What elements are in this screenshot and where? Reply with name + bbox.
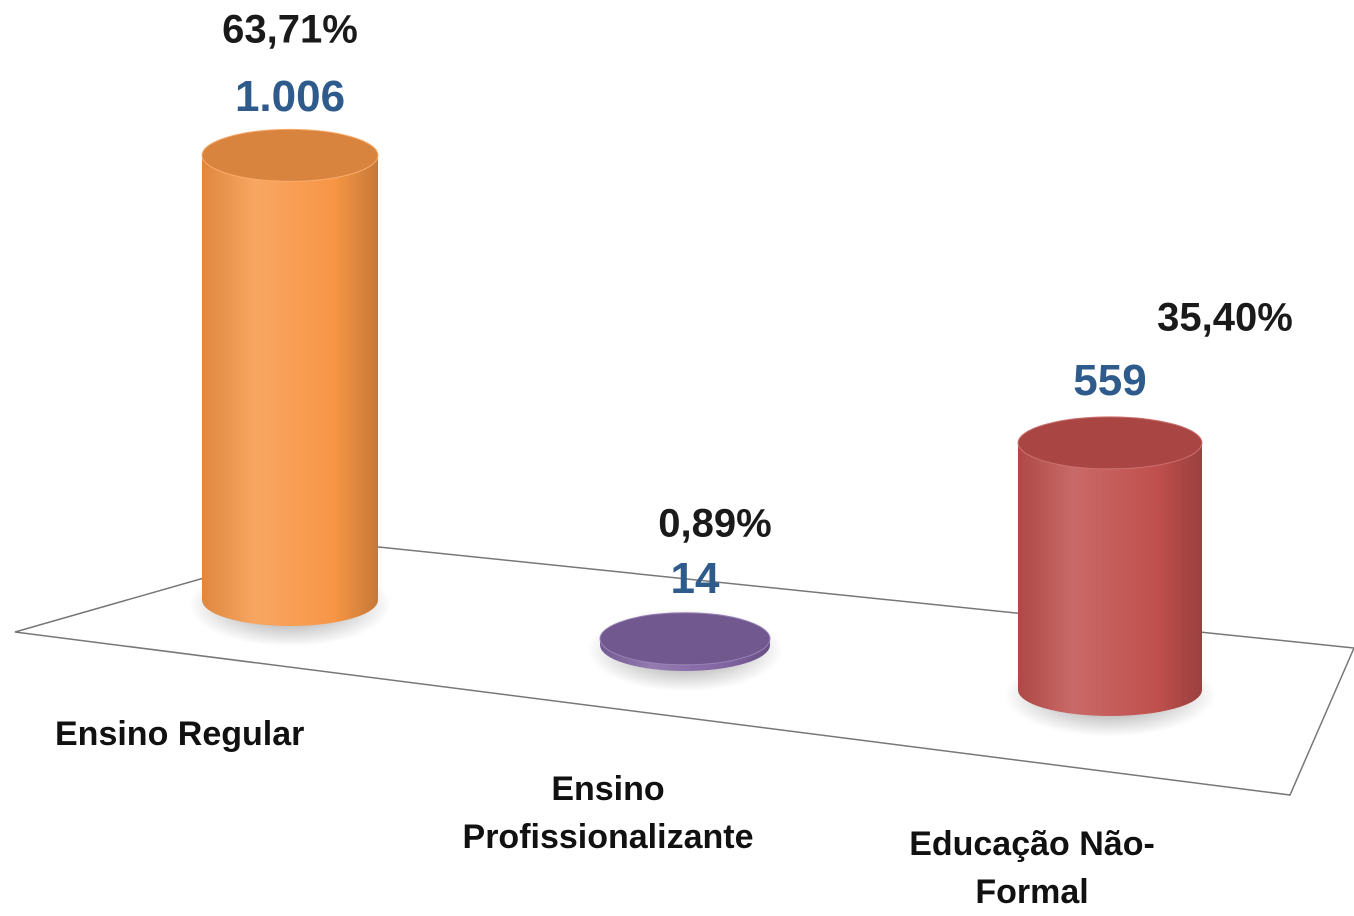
category-label: Educação Não-Formal — [882, 820, 1182, 916]
value-label: 559 — [1073, 356, 1146, 406]
share-label: 0,89% — [658, 501, 771, 546]
bar — [202, 129, 378, 626]
share-label: 63,71% — [222, 8, 358, 53]
value-label: 1.006 — [235, 72, 345, 122]
bar-body — [202, 155, 378, 626]
bar-body — [1018, 443, 1202, 716]
value-label: 14 — [671, 554, 720, 604]
bar-top — [202, 129, 378, 181]
bar-top — [1018, 417, 1202, 469]
bar-top — [600, 613, 770, 665]
page: {"chart_data": {"type": "cylinder-bar", … — [0, 0, 1354, 909]
bar — [1018, 417, 1202, 716]
bar — [600, 613, 770, 671]
share-label: 35,40% — [1157, 295, 1293, 340]
category-label: Ensino Profissionalizante — [458, 765, 758, 861]
category-label: Ensino Regular — [55, 710, 304, 758]
